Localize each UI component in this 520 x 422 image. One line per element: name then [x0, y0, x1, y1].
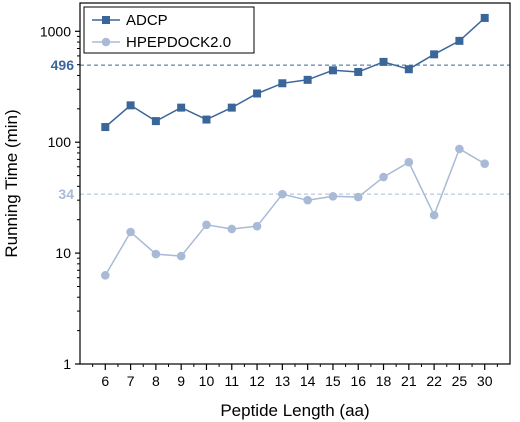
reference-label-496: 496 [51, 57, 75, 73]
axes: 1 10 100 1000 6 7 8 9 10 11 12 13 14 15 16 18 21 22 25 30 [40, 23, 498, 389]
data-point [303, 75, 312, 84]
series-line [104, 147, 486, 276]
data-point [480, 13, 489, 22]
y-tick-label: 1000 [40, 23, 71, 39]
legend-item: ADCP [92, 12, 168, 29]
y-tick-label: 100 [48, 134, 72, 150]
data-point [253, 89, 262, 98]
legend-marker [102, 16, 110, 24]
legend-marker [101, 37, 111, 47]
data-point [227, 103, 236, 112]
data-point [101, 123, 110, 132]
legend-box [83, 6, 255, 54]
y-tick-label: 1 [63, 356, 71, 372]
x-tick-label: 21 [401, 373, 417, 389]
x-tick-label: 30 [477, 373, 493, 389]
series-hpepdock2.0 [100, 144, 490, 280]
series-layer [100, 13, 490, 280]
x-tick-label: 11 [224, 373, 239, 389]
y-axis-title: Running Time (min) [2, 109, 21, 257]
data-point [379, 172, 388, 182]
data-point [430, 50, 439, 59]
data-point [455, 144, 464, 154]
data-point [126, 101, 135, 110]
reference-lines: 496 34 [51, 57, 510, 202]
data-point [278, 79, 287, 88]
x-tick-label: 22 [426, 373, 442, 389]
series-line [104, 17, 486, 128]
x-tick-label: 16 [350, 373, 366, 389]
x-tick-label: 9 [177, 373, 185, 389]
data-point [303, 195, 312, 205]
x-tick-label: 13 [275, 373, 291, 389]
series-adcp [101, 13, 489, 132]
legend: ADCP HPEPDOCK2.0 [83, 6, 255, 54]
x-tick-label: 14 [300, 373, 316, 389]
data-point [404, 65, 413, 74]
data-point [151, 117, 160, 126]
y-tick-label: 10 [55, 245, 71, 261]
data-point [176, 251, 186, 261]
data-point [252, 221, 262, 231]
x-tick-label: 18 [376, 373, 392, 389]
x-tick-label: 12 [249, 373, 265, 389]
reference-label-34: 34 [58, 186, 74, 202]
x-tick-label: 15 [325, 373, 341, 389]
data-point [100, 271, 110, 280]
data-point [404, 157, 414, 167]
data-point [354, 67, 363, 76]
x-tick-label: 8 [152, 373, 160, 389]
x-tick-label: 10 [199, 373, 215, 389]
legend-label: HPEPDOCK2.0 [126, 34, 231, 51]
data-point [227, 224, 237, 234]
x-tick-label: 7 [127, 373, 135, 389]
legend-item: HPEPDOCK2.0 [92, 34, 231, 51]
data-point [202, 220, 211, 230]
data-point [202, 115, 211, 124]
data-point [353, 192, 363, 202]
data-point [151, 249, 161, 259]
data-point [177, 103, 186, 112]
data-point [455, 36, 464, 45]
data-point [328, 66, 337, 75]
data-point [480, 159, 490, 169]
legend-label: ADCP [126, 12, 168, 29]
data-point [126, 227, 135, 237]
x-axis-title: Peptide Length (aa) [220, 401, 369, 420]
x-tick-label: 25 [452, 373, 468, 389]
data-point [429, 210, 439, 220]
x-tick-label: 6 [101, 373, 109, 389]
data-point [278, 189, 287, 199]
data-point [379, 57, 388, 66]
data-point [328, 192, 338, 201]
